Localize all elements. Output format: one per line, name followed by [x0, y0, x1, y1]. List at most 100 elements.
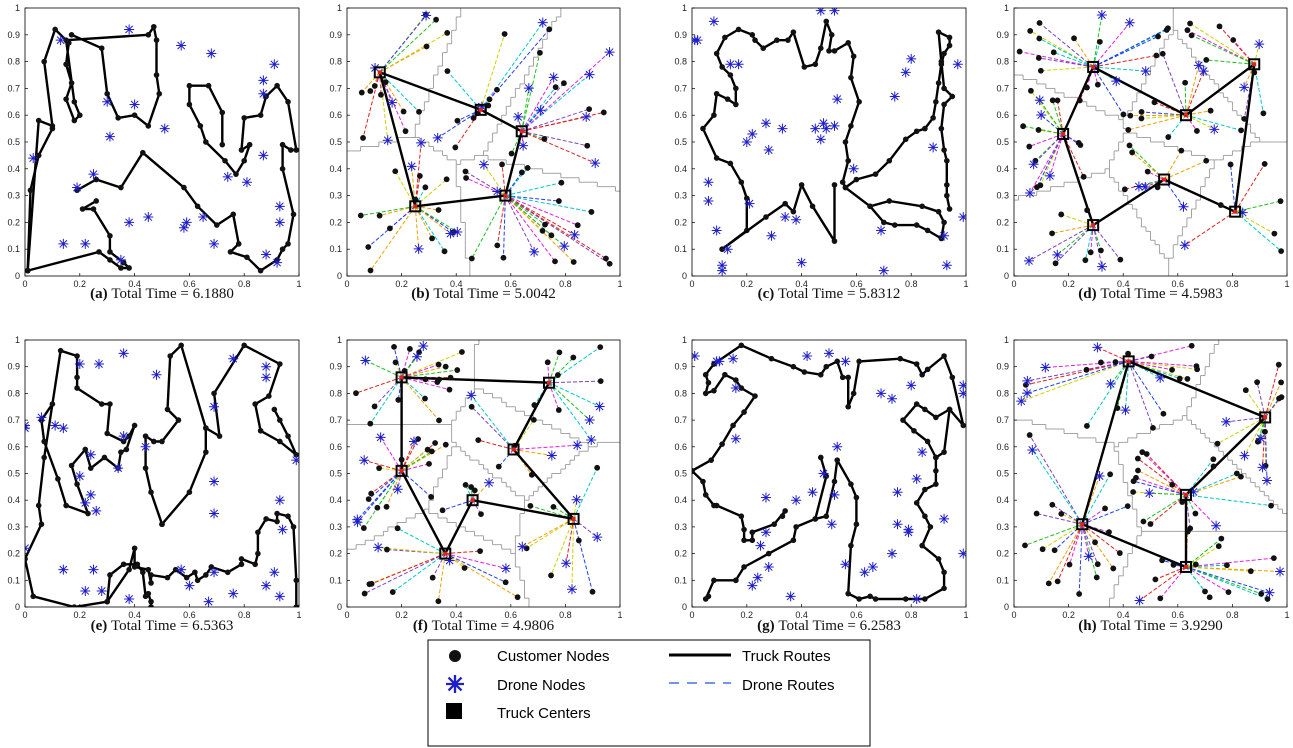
drone-route: [573, 467, 598, 520]
customer-node: [702, 492, 709, 498]
y-tick-label: 1: [337, 335, 342, 345]
y-tick-label: 0.6: [996, 110, 1009, 120]
customer-node: [1153, 52, 1160, 59]
x-tick-label: 0.8: [905, 610, 918, 620]
y-tick-label: 0.3: [674, 191, 687, 201]
customer-node: [542, 221, 548, 228]
legend-drone-marker: [445, 675, 464, 694]
customer-node: [150, 438, 157, 445]
truck-center-core: [399, 375, 404, 380]
x-tick-label: 0.6: [505, 279, 518, 289]
drone-route: [1021, 360, 1129, 402]
drone-node: [291, 455, 299, 466]
customer-node: [1058, 510, 1065, 517]
customer-node: [552, 84, 559, 91]
drone-node: [36, 412, 47, 423]
customer-node: [1270, 555, 1277, 562]
customer-node: [104, 90, 110, 97]
customer-node: [1071, 35, 1077, 42]
drone-route: [565, 518, 575, 564]
drone-route: [1185, 494, 1196, 514]
customer-node: [383, 503, 390, 510]
drone-node: [1028, 159, 1039, 170]
customer-node: [1096, 38, 1103, 45]
truck-center-core: [413, 204, 418, 209]
drone-node: [209, 476, 220, 487]
drone-node: [722, 244, 733, 255]
y-tick-label: 0.4: [674, 164, 687, 174]
customer-node: [949, 93, 956, 100]
drone-node: [373, 542, 384, 553]
x-tick-label: 0: [1011, 279, 1016, 289]
customer-node: [919, 542, 925, 549]
drone-route: [1185, 494, 1272, 507]
voronoi-boundaries: [1014, 340, 1287, 607]
customer-node: [556, 198, 562, 204]
drone-node: [1239, 82, 1250, 93]
drone-node: [1178, 201, 1189, 212]
customer-node: [142, 433, 149, 439]
customer-node: [148, 604, 154, 607]
customer-node: [930, 115, 936, 121]
y-tick-label: 0.5: [329, 137, 342, 147]
customer-node: [159, 521, 165, 528]
drone-node: [375, 432, 386, 443]
customer-node: [872, 596, 879, 602]
customer-node: [1129, 149, 1136, 156]
customer-node: [817, 371, 824, 378]
drone-node: [730, 383, 741, 394]
y-tick-label: 0.3: [674, 522, 687, 532]
customer-node: [164, 574, 171, 581]
x-tick-label: 0.8: [238, 279, 251, 289]
drone-node: [717, 265, 728, 276]
customer-node: [361, 590, 368, 597]
customer-node: [1150, 424, 1156, 431]
customer-node: [63, 61, 69, 68]
legend-truck-label: Truck Routes: [742, 648, 831, 665]
drone-route: [1264, 364, 1280, 418]
customer-node: [600, 109, 607, 116]
customer-node: [192, 569, 198, 576]
customer-node: [426, 460, 432, 467]
customer-node: [574, 222, 581, 229]
customer-node: [148, 572, 154, 578]
customer-node: [238, 561, 245, 568]
legend-center-marker: [446, 703, 462, 719]
customer-node: [1098, 359, 1104, 366]
y-tick-label: 0.8: [996, 388, 1009, 398]
drone-node: [258, 88, 269, 99]
customer-node: [845, 590, 851, 597]
customer-node: [749, 529, 756, 536]
drone-route: [1024, 523, 1083, 546]
x-tick-label: 0.4: [795, 279, 808, 289]
subplot-e: 0 0.2 0.4 0.6 0.8 1 0 0.1 0.2 0.3 0.4 0.5 0.6 0.7 0.8 0…: [7, 335, 301, 634]
customer-node: [733, 85, 739, 92]
x-tick-label: 0.2: [74, 279, 87, 289]
drone-route: [365, 360, 402, 378]
y-tick-label: 0.9: [996, 362, 1009, 372]
drone-node: [906, 380, 917, 391]
customer-node: [727, 160, 734, 167]
customer-node: [285, 241, 291, 247]
customer-node: [478, 511, 484, 518]
drone-route: [1185, 557, 1274, 568]
customer-node: [164, 406, 171, 413]
customer-node: [502, 579, 509, 586]
drone-route: [360, 205, 416, 216]
customer-node: [126, 566, 132, 573]
customer-node: [1227, 161, 1234, 168]
customer-node: [941, 449, 947, 455]
customer-node: [1087, 249, 1094, 256]
drone-route: [442, 499, 473, 511]
drone-route: [369, 72, 381, 92]
drone-route: [1137, 458, 1187, 496]
drone-node: [1257, 462, 1268, 473]
drone-node: [791, 495, 802, 506]
drone-node: [1133, 181, 1144, 192]
y-tick-label: 0.2: [996, 217, 1009, 227]
customer-node: [148, 489, 154, 495]
truck-center-core: [1091, 64, 1096, 69]
customer-node: [700, 478, 706, 485]
drone-route: [362, 72, 381, 139]
drone-node: [28, 153, 39, 164]
